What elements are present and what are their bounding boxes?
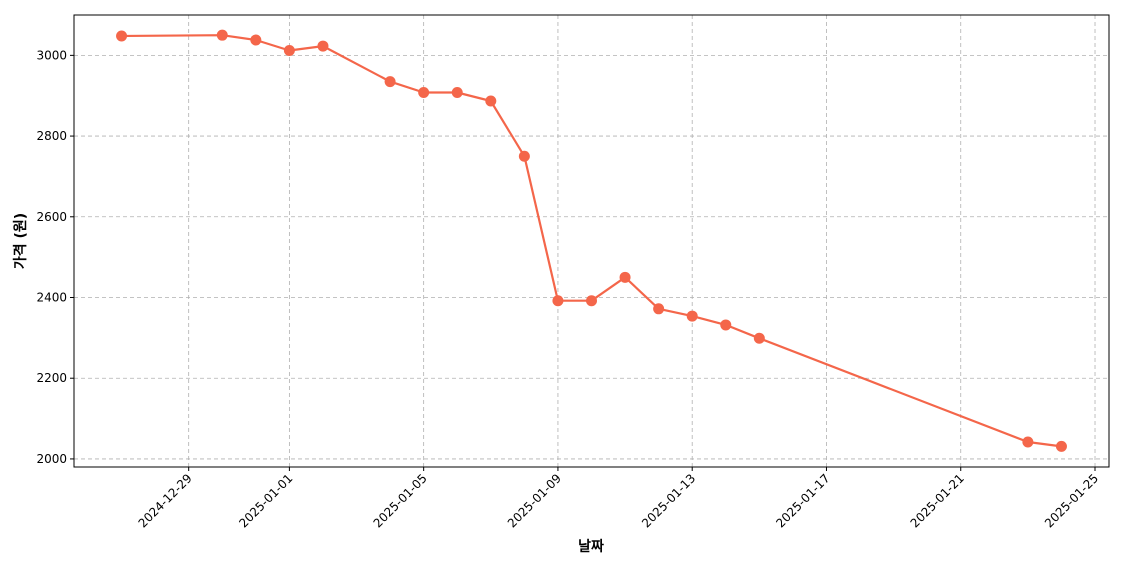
grid-lines [74,15,1109,467]
data-point [451,86,463,98]
x-tick-label: 2025-01-17 [773,471,832,530]
data-point [619,271,631,283]
y-axis: 2000 2200 2400 2600 2800 3000 [36,48,74,466]
data-point [518,150,530,162]
data-point [485,95,497,107]
x-axis: 2024-12-29 2025-01-01 2025-01-05 2025-01-09… [136,467,1101,530]
x-tick-label: 2025-01-01 [236,471,295,530]
data-point [686,310,698,322]
data-points [116,29,1067,452]
data-point [1022,436,1034,448]
x-axis-title: 날짜 [578,539,604,555]
y-tick-label: 2800 [36,129,67,143]
data-point [250,34,262,46]
y-axis-title: 가격 (원) [12,213,29,269]
x-tick-label: 2025-01-21 [908,471,967,530]
data-point [317,40,329,52]
y-tick-label: 2200 [36,371,67,385]
plot-area [73,14,1110,468]
data-point [418,86,430,98]
y-tick-label: 2000 [36,452,67,466]
data-point [116,30,128,42]
data-point [586,295,597,307]
x-tick-label: 2025-01-05 [371,471,430,530]
data-point [1055,440,1067,452]
data-point [552,295,564,307]
data-point [384,76,396,88]
x-tick-label: 2025-01-09 [505,471,564,530]
x-tick-label: 2025-01-13 [639,471,698,530]
x-tick-label: 2024-12-29 [136,471,195,530]
y-tick-label: 3000 [36,48,67,62]
data-point [283,45,295,57]
y-tick-label: 2600 [36,210,67,224]
series-line [121,34,1062,448]
data-point [720,319,732,331]
data-point [653,303,665,315]
data-point [216,29,228,41]
y-tick-label: 2400 [36,291,67,305]
data-point [753,332,765,344]
x-tick-label: 2025-01-25 [1042,471,1101,530]
